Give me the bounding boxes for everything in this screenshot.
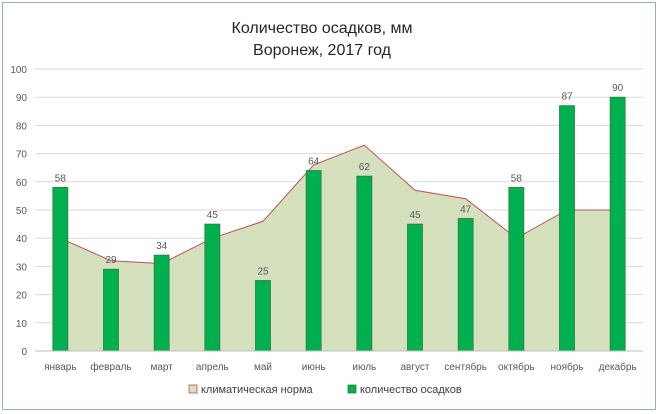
x-tick-label: сентябрь (444, 361, 487, 373)
data-labels: 58 29 34 45 25 64 62 45 47 58 87 90 (55, 83, 624, 277)
legend-swatch-precip (347, 384, 357, 394)
bar-value-label: 47 (460, 204, 472, 215)
y-tick-label: 40 (16, 234, 28, 245)
legend: климатическая норма количество осадков (188, 384, 462, 396)
x-tick-label: май (254, 362, 272, 373)
y-tick-label: 70 (16, 150, 28, 161)
y-tick-label: 90 (16, 93, 28, 104)
chart-frame: Количество осадков, мм Воронеж, 2017 год… (2, 2, 656, 410)
bar (103, 268, 119, 352)
bar (204, 223, 221, 352)
x-tick-label: август (401, 362, 430, 373)
x-tick-label: октябрь (498, 361, 535, 373)
bar (457, 218, 474, 352)
bar-value-label: 45 (207, 210, 219, 221)
axes: 0 10 20 30 40 50 60 70 80 90 100 январь февраль март а… (10, 65, 643, 373)
x-tick-label: июнь (302, 362, 326, 373)
bar (356, 175, 373, 352)
bar (153, 254, 170, 352)
x-tick-label: апрель (196, 362, 229, 373)
chart-title: Количество осадков, мм (232, 20, 413, 37)
y-tick-label: 60 (16, 178, 28, 189)
x-tick-label: декабрь (599, 361, 637, 373)
norm-area-series (60, 144, 618, 351)
x-tick-label: июль (352, 362, 376, 373)
chart-subtitle: Воронеж, 2017 год (253, 42, 392, 59)
bar-value-label: 87 (561, 92, 573, 103)
y-tick-label: 100 (10, 65, 27, 76)
bar-value-label: 64 (308, 157, 320, 168)
bar (255, 280, 271, 352)
x-tick-label: март (150, 362, 173, 373)
legend-swatch-norm (188, 384, 198, 394)
bar (559, 105, 575, 352)
bar (52, 187, 69, 352)
bar-value-label: 62 (359, 162, 371, 173)
legend-label-norm: климатическая норма (201, 384, 314, 396)
x-tick-label: ноябрь (551, 361, 584, 373)
y-tick-label: 10 (16, 319, 28, 330)
bar-value-label: 90 (612, 83, 624, 94)
bar-value-label: 25 (257, 267, 269, 278)
y-tick-label: 80 (16, 121, 28, 132)
bar (609, 96, 626, 352)
legend-label-precip: количество осадков (360, 384, 462, 396)
x-tick-label: январь (44, 362, 76, 373)
bar-value-label: 58 (55, 173, 67, 184)
bar-value-label: 45 (409, 210, 421, 221)
bar-value-label: 29 (105, 255, 117, 266)
bar (305, 170, 322, 352)
norm-area-line (60, 144, 618, 265)
bar (407, 223, 423, 352)
y-tick-label: 50 (16, 206, 28, 217)
y-tick-label: 20 (16, 291, 28, 302)
y-tick-label: 30 (16, 262, 28, 273)
chart-svg: Количество осадков, мм Воронеж, 2017 год… (10, 20, 643, 396)
y-tick-label: 0 (21, 347, 27, 358)
bar-value-label: 34 (156, 241, 168, 252)
norm-area-fill (60, 145, 618, 351)
x-tick-label: февраль (90, 361, 131, 373)
bar-value-label: 58 (511, 173, 523, 184)
bar (508, 187, 525, 352)
